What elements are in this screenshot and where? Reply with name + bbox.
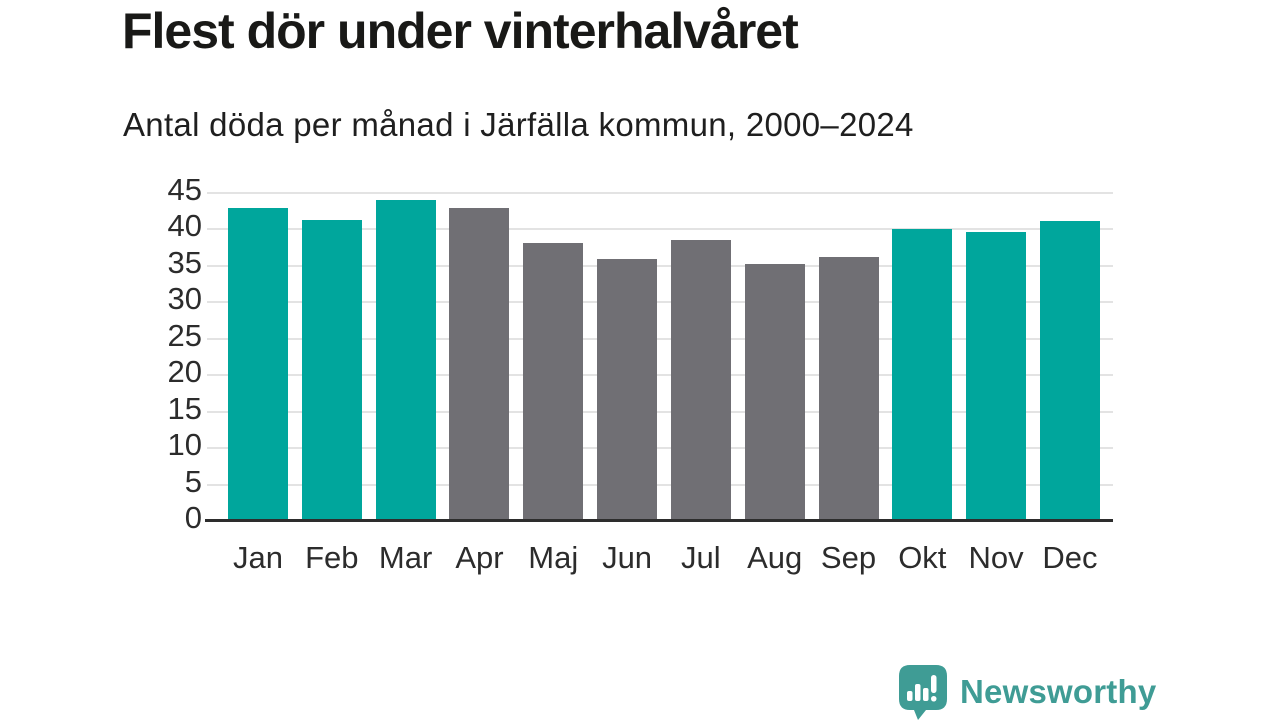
- gridline-20: [207, 374, 1113, 377]
- chart-subtitle: Antal döda per månad i Järfälla kommun, …: [123, 106, 914, 143]
- x-tick-label-aug: Aug: [747, 540, 803, 575]
- y-tick-label-30: 30: [167, 281, 202, 317]
- x-tick-label-maj: Maj: [528, 540, 579, 575]
- bar-series: [215, 193, 1113, 521]
- y-axis: 0 5 10 15 20 25 30 35 40 45: [140, 174, 202, 533]
- gridline-25: [207, 337, 1113, 340]
- gridline-40: [207, 228, 1113, 231]
- x-tick-label-apr: Apr: [455, 540, 504, 575]
- bar-sep: [818, 257, 879, 521]
- y-tick-label-15: 15: [167, 390, 202, 426]
- brand-footer: Newsworthy: [897, 664, 1156, 720]
- y-tick-label-0: 0: [184, 500, 202, 535]
- y-tick-label-35: 35: [167, 244, 202, 280]
- y-tick-label-25: 25: [167, 317, 202, 353]
- gridline-15: [207, 410, 1113, 413]
- gridline-35: [207, 264, 1113, 267]
- bar-jan: [228, 207, 288, 521]
- plot-area: [207, 192, 1113, 521]
- y-tick-label-10: 10: [167, 427, 202, 463]
- x-tick-label-okt: Okt: [898, 540, 947, 575]
- x-tick-label-jun: Jun: [602, 540, 653, 575]
- x-tick-label-sep: Sep: [820, 540, 877, 575]
- y-tick-label-40: 40: [167, 208, 202, 244]
- y-tick-label-5: 5: [184, 463, 202, 499]
- bar-jun: [597, 258, 658, 521]
- x-axis-labels: Jan Feb Mar Apr Maj Jun Jul Aug Sep Okt Nov Dec: [215, 540, 1113, 576]
- x-tick-label-dec: Dec: [1042, 540, 1098, 575]
- gridline-45: [207, 192, 1113, 194]
- y-tick-label-45: 45: [167, 172, 202, 207]
- bar-mar: [375, 200, 436, 521]
- bar-jul: [670, 240, 731, 521]
- gridline-30: [207, 301, 1113, 304]
- bar-apr: [449, 208, 510, 521]
- gridline-10: [207, 447, 1113, 450]
- bar-feb: [301, 219, 362, 521]
- brand-name: Newsworthy: [960, 673, 1157, 710]
- x-tick-label-jul: Jul: [681, 540, 721, 575]
- bar-maj: [523, 242, 584, 521]
- newsworthy-logo-icon: [899, 665, 947, 720]
- gridline-5: [207, 483, 1113, 486]
- x-tick-label-nov: Nov: [968, 540, 1024, 575]
- x-tick-label-mar: Mar: [378, 540, 433, 575]
- bar-aug: [744, 264, 805, 521]
- bar-okt: [892, 229, 953, 521]
- bar-dec: [1039, 220, 1100, 521]
- chart-title: Flest dör under vinterhalvåret: [122, 3, 799, 59]
- x-tick-label-jan: Jan: [233, 540, 283, 575]
- y-tick-label-20: 20: [167, 354, 202, 390]
- bar-nov: [966, 232, 1027, 521]
- x-tick-label-feb: Feb: [305, 540, 359, 575]
- x-axis-line: [205, 519, 1113, 522]
